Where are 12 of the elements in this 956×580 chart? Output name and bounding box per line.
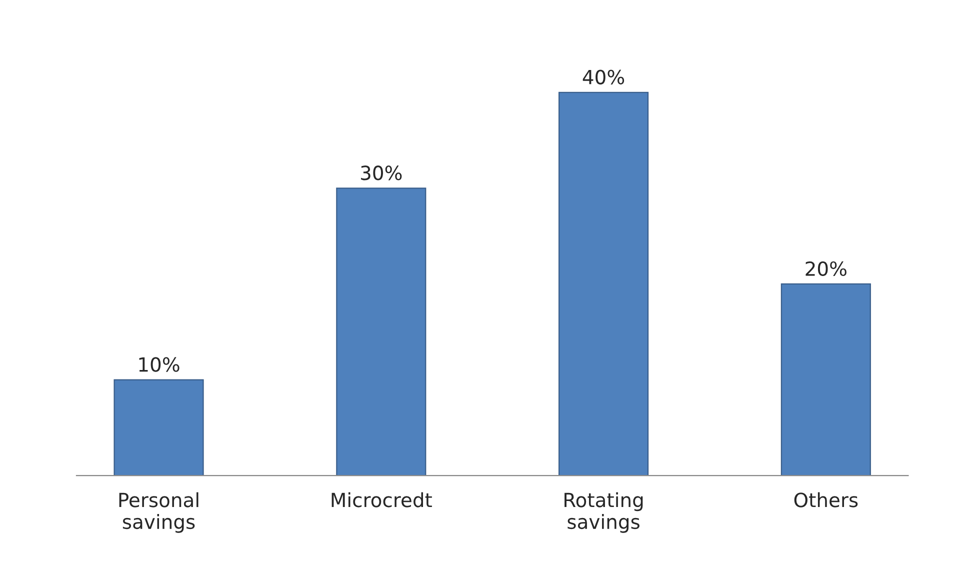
bar <box>114 379 204 476</box>
bar <box>780 283 871 476</box>
data-label: 30% <box>361 166 402 180</box>
x-tick-label: Microcredt <box>332 492 432 508</box>
data-label: 20% <box>806 261 846 276</box>
x-tick-label: Others <box>794 492 858 508</box>
bar <box>336 188 426 476</box>
data-label: 40% <box>582 70 624 84</box>
bar <box>558 92 649 476</box>
x-tick-label: Personal savings <box>119 492 198 533</box>
data-label: 10% <box>139 357 180 372</box>
x-tick-label: Rotating savings <box>564 492 643 533</box>
